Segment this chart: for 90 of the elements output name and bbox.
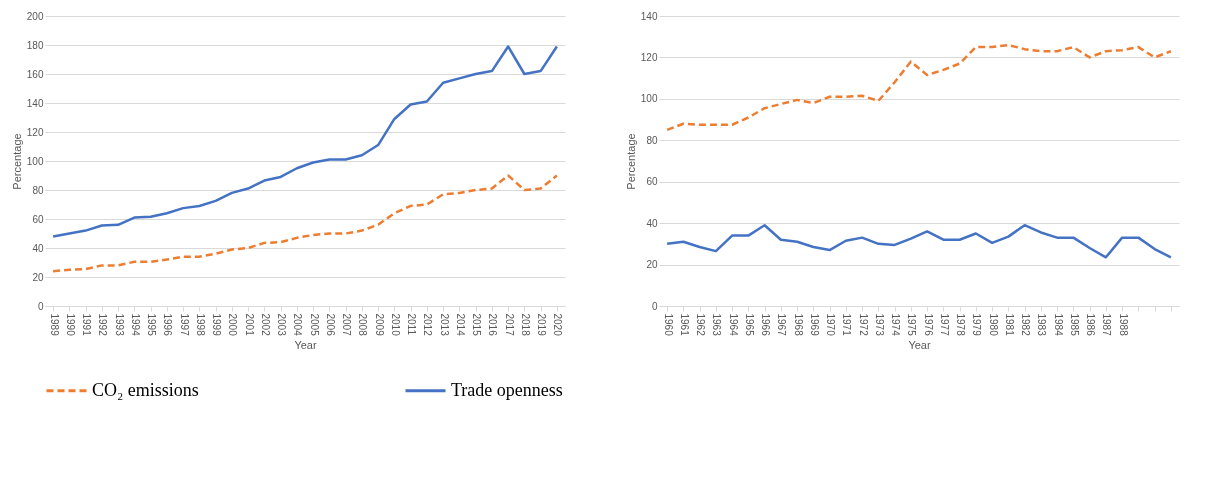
- x-tick-label: 2005: [308, 313, 320, 337]
- x-tick-label: 1964: [727, 313, 739, 337]
- line-series: [665, 223, 1173, 259]
- y-tick-label: 100: [640, 93, 658, 105]
- x-tick-label: 1999: [211, 313, 223, 337]
- y-tick-label: 180: [26, 39, 44, 51]
- x-tick-label: 2011: [406, 313, 418, 336]
- x-tick-label: 1973: [873, 313, 885, 337]
- x-tick-label: 2015: [471, 313, 483, 337]
- x-tick-label: 1993: [113, 313, 125, 337]
- y-tick-label: 40: [646, 217, 658, 229]
- x-tick-label: 1982: [1020, 313, 1032, 337]
- y-axis-title: Percentage: [10, 133, 23, 190]
- y-tick-label: 140: [26, 97, 44, 109]
- x-tick-label: 1996: [162, 313, 174, 337]
- x-tick-label: 2020: [552, 313, 564, 337]
- line-series: [665, 43, 1173, 132]
- y-tick-label: 200: [26, 10, 44, 22]
- x-tick-label: 1988: [1117, 313, 1129, 337]
- x-tick-label: 1963: [711, 313, 723, 337]
- x-tick-label: 2006: [324, 313, 336, 337]
- x-tick-label: 1998: [194, 313, 206, 337]
- line-series: [51, 45, 559, 238]
- x-tick-label: 1972: [857, 313, 869, 337]
- x-tick-label: 2019: [536, 313, 548, 337]
- y-tick-label: 120: [640, 51, 658, 63]
- y-axis-title: Percentage: [624, 133, 637, 190]
- x-tick-label: 1990: [64, 313, 76, 337]
- x-tick-label: 1971: [841, 313, 853, 337]
- x-tick-label: 1981: [1003, 313, 1015, 337]
- y-tick-label: 80: [646, 134, 658, 146]
- x-tick-label: 2009: [373, 313, 385, 337]
- x-tick-label: 2016: [487, 313, 499, 337]
- x-tick-label: 2000: [227, 313, 239, 337]
- x-tick-label: 1985: [1068, 313, 1080, 337]
- x-tick-label: 1962: [695, 313, 707, 337]
- y-tick-label: 120: [26, 126, 44, 138]
- x-tick-label: 1977: [938, 313, 950, 337]
- x-tick-label: 1967: [776, 313, 788, 337]
- x-tick-label: 2007: [341, 313, 353, 337]
- y-tick-label: 20: [32, 271, 44, 283]
- x-tick-label: 2017: [503, 313, 515, 337]
- x-axis-title: Year: [294, 338, 317, 351]
- x-tick-label: 2001: [243, 313, 255, 337]
- y-tick-label: 160: [26, 68, 44, 80]
- legend-label: CO₂ emissions: [92, 379, 199, 400]
- x-tick-label: 1975: [906, 313, 918, 337]
- x-tick-label: 1968: [792, 313, 804, 337]
- x-tick-label: 2013: [438, 313, 450, 337]
- x-tick-label: 1965: [743, 313, 755, 337]
- x-tick-label: 1960: [662, 313, 674, 337]
- y-tick-label: 140: [640, 10, 658, 22]
- x-tick-label: 1995: [146, 313, 158, 337]
- x-tick-label: 1974: [890, 313, 902, 337]
- y-tick-label: 80: [32, 184, 44, 196]
- x-tick-label: 1980: [987, 313, 999, 337]
- x-tick-label: 1976: [922, 313, 934, 337]
- y-tick-label: 100: [26, 155, 44, 167]
- y-tick-label: 0: [37, 300, 44, 312]
- x-tick-label: 1989: [48, 313, 60, 337]
- x-tick-label: 1978: [955, 313, 967, 337]
- line-series: [51, 174, 559, 273]
- x-tick-label: 1994: [129, 313, 141, 337]
- x-tick-label: 2004: [292, 313, 304, 337]
- y-tick-label: 20: [646, 259, 658, 271]
- x-tick-label: 1987: [1101, 313, 1113, 337]
- legend-label: Trade openness: [451, 379, 563, 400]
- y-tick-label: 60: [32, 213, 44, 225]
- y-tick-label: 40: [32, 242, 44, 254]
- x-tick-label: 2010: [389, 313, 401, 337]
- x-tick-label: 1970: [825, 313, 837, 337]
- x-tick-label: 1992: [97, 313, 109, 337]
- y-tick-label: 0: [651, 300, 658, 312]
- x-tick-label: 2018: [519, 313, 531, 337]
- x-tick-label: 1986: [1085, 313, 1097, 337]
- x-tick-label: 2003: [276, 313, 288, 337]
- x-tick-label: 1961: [678, 313, 690, 337]
- x-tick-label: 2002: [259, 313, 271, 337]
- x-tick-label: 1984: [1052, 313, 1064, 337]
- x-tick-label: 1997: [178, 313, 190, 337]
- x-tick-label: 2012: [422, 313, 434, 337]
- x-tick-label: 2008: [357, 313, 369, 337]
- x-axis-title: Year: [908, 338, 931, 351]
- x-tick-label: 1983: [1036, 313, 1048, 337]
- x-tick-label: 1991: [81, 313, 93, 337]
- x-tick-label: 1979: [971, 313, 983, 337]
- y-tick-label: 60: [646, 176, 658, 188]
- x-tick-label: 1969: [808, 313, 820, 337]
- x-tick-label: 1966: [760, 313, 772, 337]
- x-tick-label: 2014: [454, 313, 466, 337]
